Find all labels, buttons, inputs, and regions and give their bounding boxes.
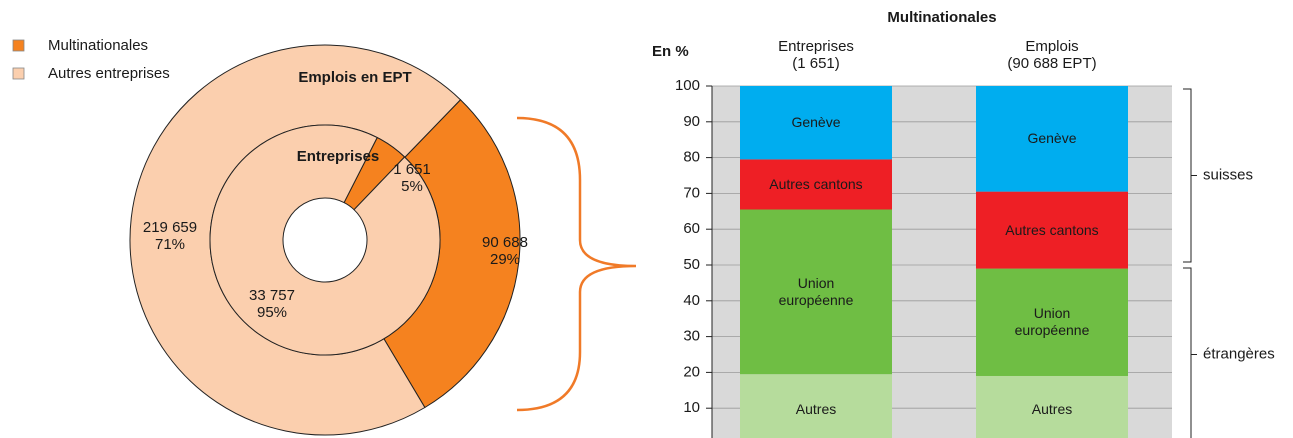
percent-label: 29% — [490, 251, 520, 268]
segment-label-box: Autres — [1031, 401, 1073, 418]
segment-label-box: Genève — [791, 114, 841, 131]
ring-title: Entreprises — [297, 148, 380, 165]
bar-segment — [740, 159, 892, 210]
y-tick-label: 10 — [683, 399, 700, 416]
segment-label-box: Union européenne — [1014, 305, 1090, 339]
segment-label: Union européenne — [1014, 305, 1090, 339]
segment-label: Union européenne — [778, 274, 854, 308]
legend-label: Autres entreprises — [48, 65, 170, 82]
percent-label: 5% — [401, 178, 423, 195]
bracket — [1183, 267, 1197, 438]
segment-label: Genève — [791, 114, 841, 131]
segment-label: Autres cantons — [1005, 221, 1099, 238]
y-tick-label: 40 — [683, 292, 700, 309]
y-tick-label: 80 — [683, 149, 700, 166]
y-tick-label: 0 — [692, 435, 700, 438]
bracket-label: étrangères — [1203, 345, 1275, 362]
y-tick-label: 70 — [683, 184, 700, 201]
y-tick-label: 100 — [675, 77, 700, 94]
segment-label: Autres — [795, 400, 837, 417]
bar-segment — [740, 374, 892, 438]
bracket-label: suisses — [1203, 166, 1253, 183]
segment-label-box: Autres cantons — [769, 175, 863, 192]
bar-segment — [740, 86, 892, 160]
y-axis-label: En % — [652, 43, 689, 60]
percent-label: 95% — [257, 304, 287, 321]
y-tick-label: 60 — [683, 220, 700, 237]
segment-label-box: Autres cantons — [1005, 221, 1099, 238]
category-label: Entreprises — [778, 38, 854, 55]
category-note: (1 651) — [792, 55, 840, 72]
bracket — [1183, 88, 1197, 263]
value-label: 1 651 — [393, 161, 431, 178]
chart-title: Multinationales — [887, 9, 996, 26]
donut-slice — [209, 124, 441, 356]
segment-label-box: Genève — [1027, 130, 1077, 147]
legend-swatch — [12, 39, 25, 52]
segment-label: Genève — [1027, 130, 1077, 147]
brace — [516, 116, 637, 412]
value-label: 33 757 — [249, 287, 295, 304]
segment-label-box: Union européenne — [778, 274, 854, 308]
legend-swatch — [12, 67, 25, 80]
ring-title: Emplois en EPT — [298, 69, 411, 86]
percent-label: 71% — [155, 236, 185, 253]
bar-segment — [740, 209, 892, 375]
y-tick-label: 20 — [683, 363, 700, 380]
value-label: 219 659 — [143, 219, 197, 236]
bar-segment — [976, 191, 1128, 269]
category-note: (90 688 EPT) — [1007, 55, 1096, 72]
legend-label: Multinationales — [48, 37, 148, 54]
segment-label-box: Autres — [795, 400, 837, 417]
value-label: 90 688 — [482, 234, 528, 251]
bar-segment — [976, 268, 1128, 376]
bar-segment — [976, 86, 1128, 192]
category-label: Emplois — [1025, 38, 1078, 55]
segment-label: Autres — [1031, 401, 1073, 418]
bar-segment — [976, 375, 1128, 438]
segment-label: Autres cantons — [769, 175, 863, 192]
y-tick-label: 90 — [683, 113, 700, 130]
y-tick-label: 30 — [683, 328, 700, 345]
y-tick-label: 50 — [683, 256, 700, 273]
